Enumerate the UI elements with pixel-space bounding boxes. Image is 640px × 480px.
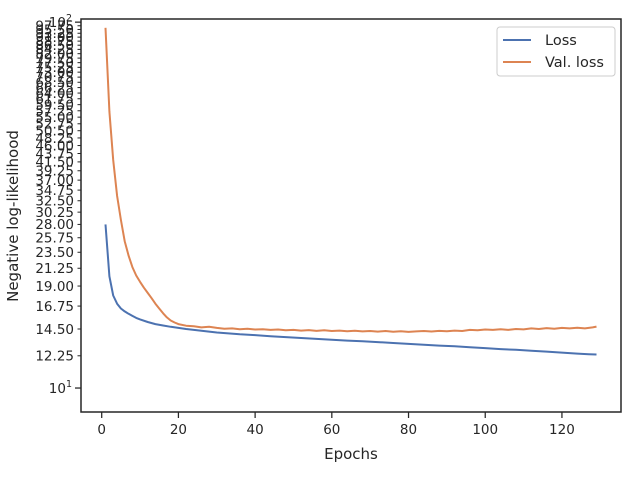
axes-frame: [80, 18, 622, 413]
y-tick-label: 14.50: [35, 322, 74, 338]
y-tick-label: 91.00: [35, 30, 74, 46]
y-tick-label: 61.75: [35, 92, 74, 108]
y-tick-label: 39.25: [35, 164, 74, 180]
x-tick-label: 0: [97, 422, 106, 438]
y-tick-label: 75.25: [35, 60, 74, 76]
y-tick-label: 48.25: [35, 131, 74, 147]
legend-label: Val. loss: [545, 55, 604, 71]
y-tick-label: 97.75: [35, 19, 74, 35]
y-tick-label: 79.75: [35, 51, 74, 67]
series-line-val-loss: [104, 27, 597, 333]
y-tick-label: 57.25: [35, 104, 74, 120]
y-tick-label: 30.25: [35, 205, 74, 221]
x-tick-label: 100: [472, 422, 498, 438]
x-tick-label: 120: [549, 422, 575, 438]
y-axis-label: Negative log-likelihood: [4, 130, 22, 302]
x-axis-label: Epochs: [324, 445, 378, 463]
y-tick-label: 82.00: [35, 46, 74, 62]
x-tick-label: 60: [323, 422, 340, 438]
y-major-tick-label: 102: [49, 13, 72, 31]
x-tick-label: 20: [170, 422, 187, 438]
y-tick-label: 25.75: [35, 231, 74, 247]
y-tick-label: 66.25: [35, 80, 74, 96]
series-line-loss: [104, 224, 597, 356]
y-axis-ticks: 12.25 14.50 16.75 19.00 21.2523.5025.7528.00…: [35, 13, 81, 397]
y-tick-label: 73.00: [35, 65, 74, 81]
x-tick-label: 80: [400, 422, 417, 438]
y-tick-label: 55.00: [35, 110, 74, 126]
y-tick-label: 59.50: [35, 97, 74, 113]
y-tick-label: 41.50: [35, 155, 74, 171]
y-tick-label: 32.50: [35, 194, 74, 210]
y-tick-label: 50.50: [35, 124, 74, 140]
y-tick-label: 28.00: [35, 217, 74, 233]
y-tick-label: 93.25: [35, 26, 74, 42]
y-tick-label: 16.75: [35, 299, 74, 315]
series-layer: [104, 27, 597, 356]
y-tick-label: 34.75: [35, 183, 74, 199]
legend: Loss Val. loss: [496, 26, 616, 77]
y-tick-label: 70.75: [35, 70, 74, 86]
y-tick-label: 86.50: [35, 38, 74, 54]
y-tick-label: 43.75: [35, 146, 74, 162]
y-tick-label: 77.50: [35, 55, 74, 71]
y-tick-label: 23.50: [35, 245, 74, 261]
y-tick-label: 84.25: [35, 42, 74, 58]
x-axis-ticks: 0 20 40 60 80 100 120: [97, 412, 575, 438]
y-tick-label: 95.50: [35, 22, 74, 38]
y-tick-label: 68.50: [35, 75, 74, 91]
y-tick-label: 37.00: [35, 173, 74, 189]
y-tick-label: 46.00: [35, 138, 74, 154]
x-tick-label: 40: [247, 422, 264, 438]
y-tick-label: 64.00: [35, 86, 74, 102]
y-tick-label: 12.25: [35, 349, 74, 365]
legend-label: Loss: [545, 33, 577, 49]
y-tick-label: 19.00: [35, 279, 74, 295]
y-tick-label: 52.75: [35, 117, 74, 133]
y-major-tick-label: 101: [49, 379, 72, 397]
y-tick-label: 88.75: [35, 34, 74, 50]
y-tick-label: 21.25: [35, 261, 74, 277]
